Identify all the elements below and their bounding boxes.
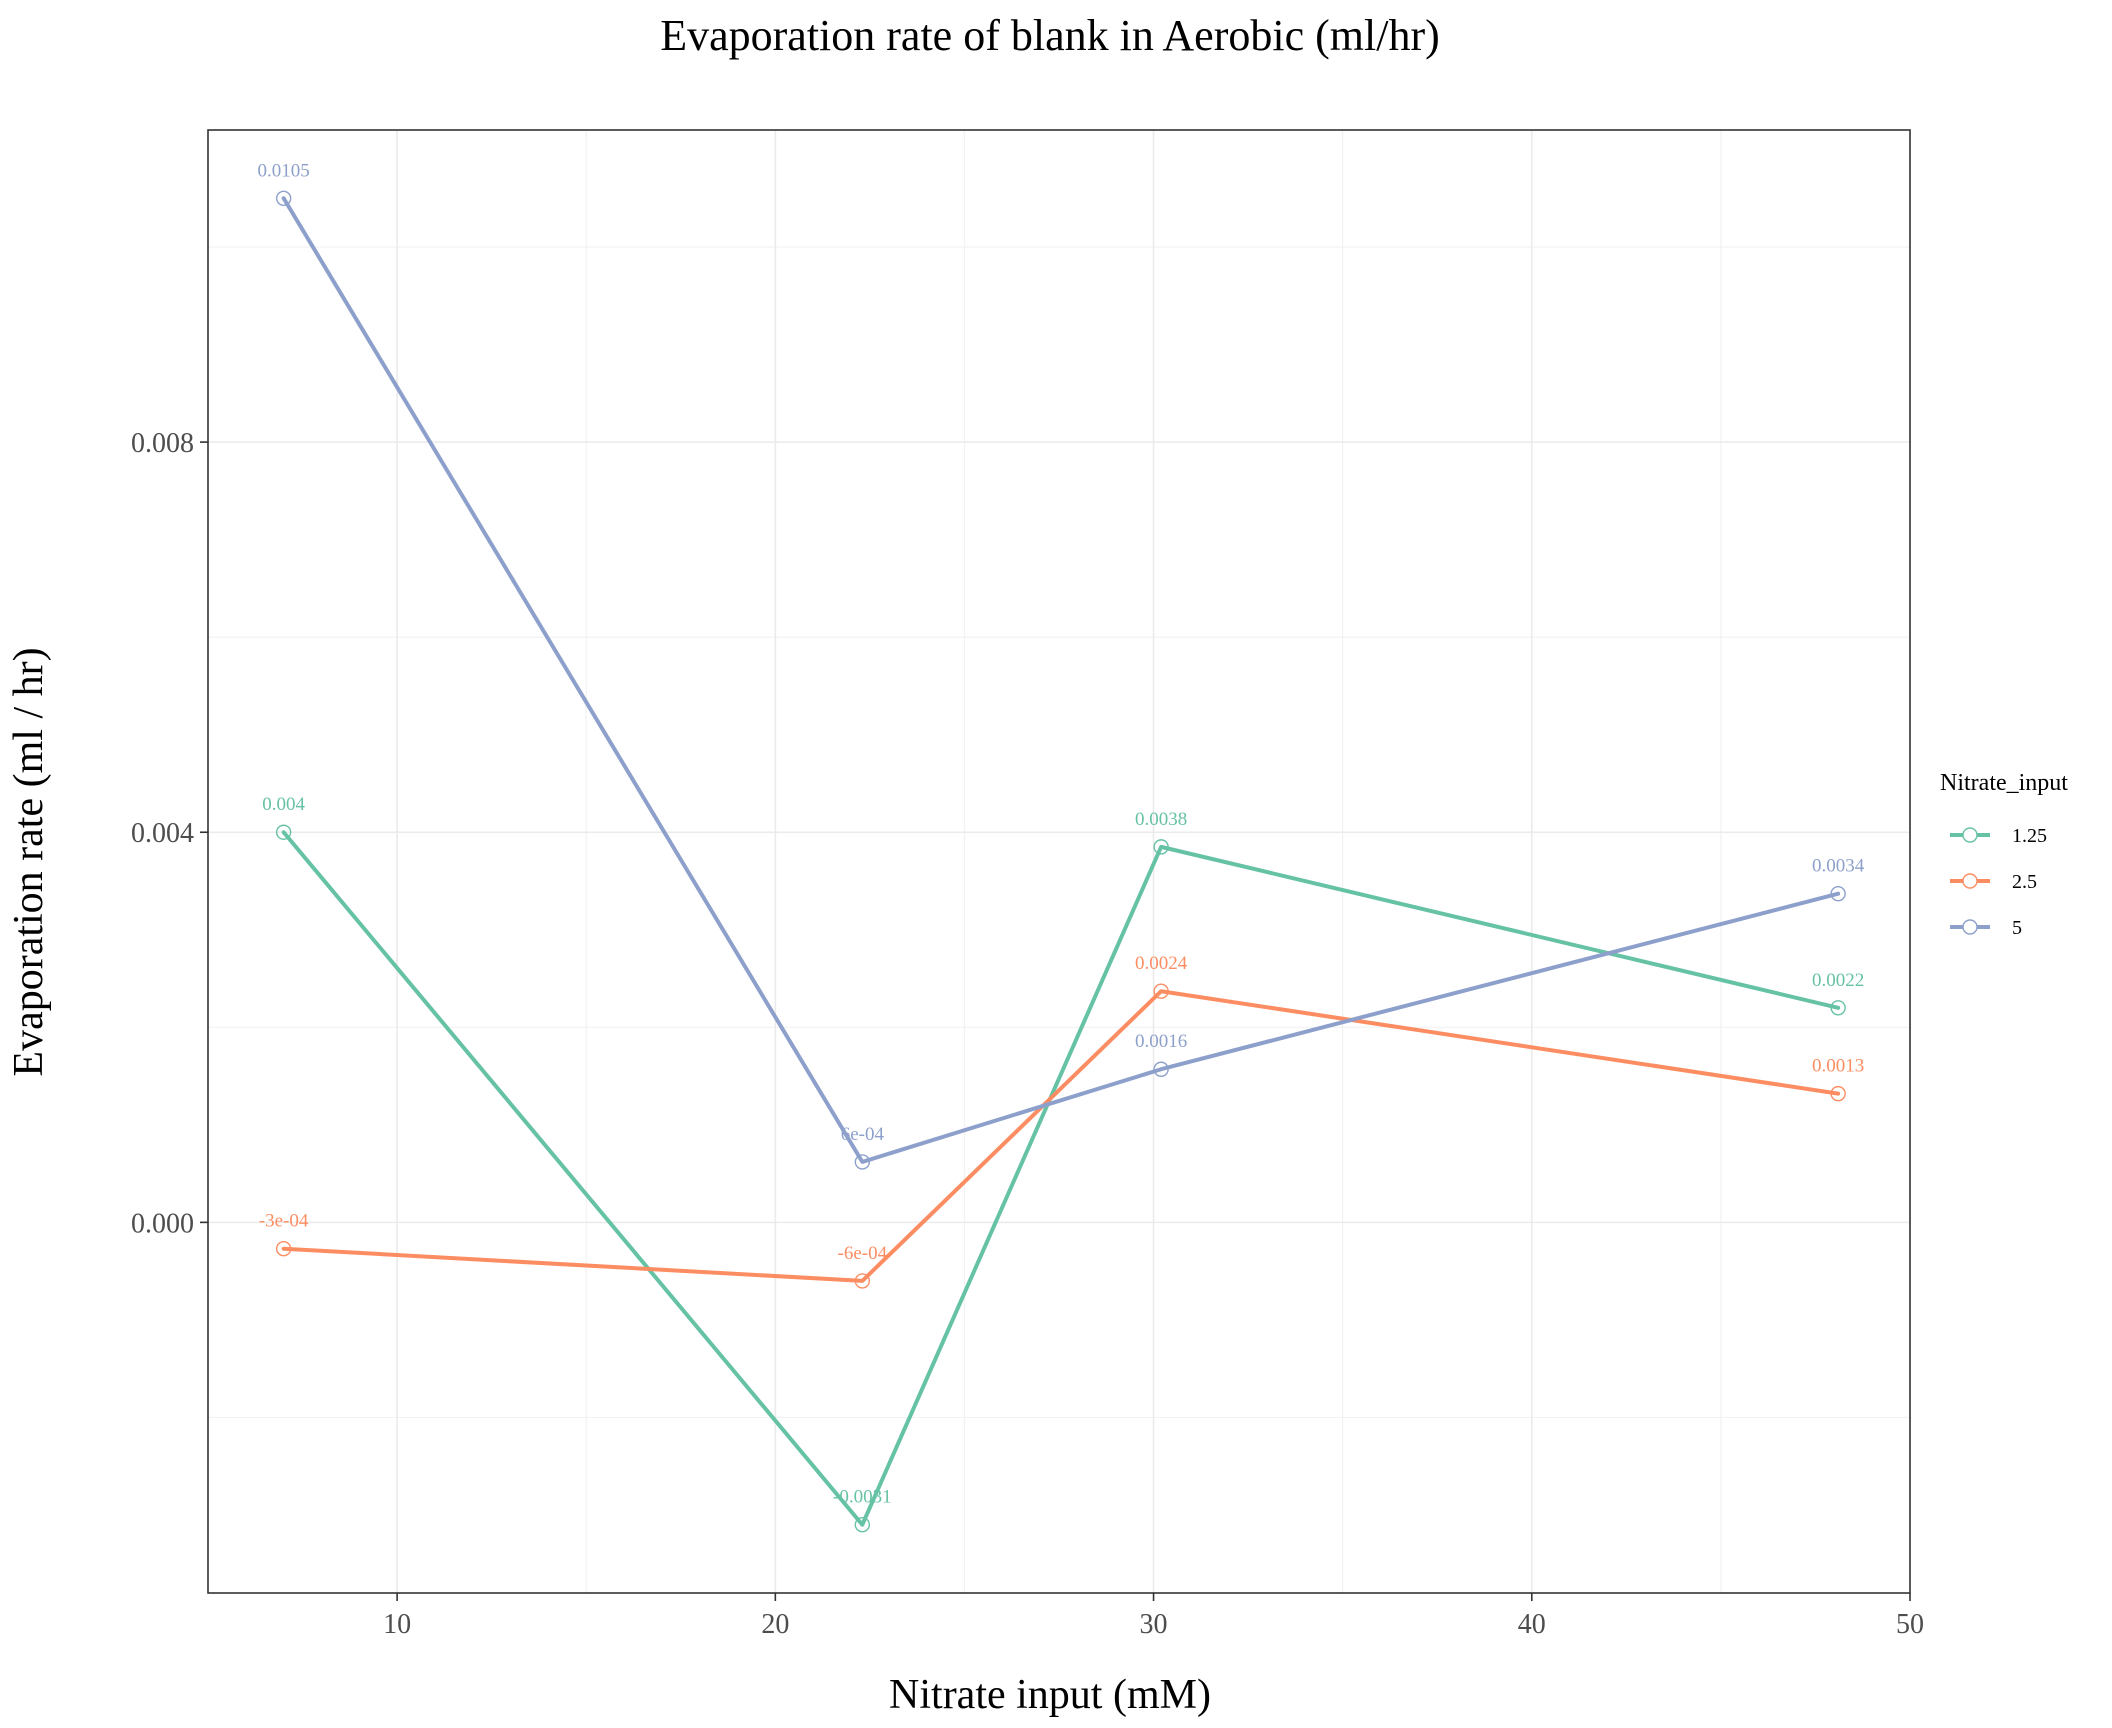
data-label-5: 0.0105 [258, 160, 310, 181]
x-tick-label: 10 [383, 1609, 411, 1640]
y-tick-label: 0.000 [131, 1208, 194, 1239]
data-label-2.5: -6e-04 [838, 1243, 888, 1264]
data-point-2.5 [275, 1241, 292, 1257]
data-label-5: 0.0034 [1812, 856, 1865, 877]
chart-title: Evaporation rate of blank in Aerobic (ml… [660, 11, 1440, 60]
point-labels: 0.004 -0.0031 0.0038 0.0022 -3e-04 -6e-04 0.00… [258, 160, 1865, 1507]
data-label-5: 0.0016 [1135, 1031, 1187, 1052]
legend-label-2.5: 2.5 [2012, 871, 2037, 893]
y-tick-label: 0.004 [131, 818, 194, 849]
x-tick-label: 50 [1896, 1609, 1924, 1640]
data-point-5 [854, 1154, 871, 1170]
data-label-2.5: 0.0024 [1135, 953, 1188, 974]
data-label-1.25: 0.0038 [1135, 809, 1187, 830]
legend-label-5: 5 [2012, 917, 2022, 939]
data-point-2.5 [1153, 983, 1169, 999]
data-point-2.5 [854, 1273, 871, 1289]
minor-gridlines [208, 130, 1910, 1593]
data-point-1.25 [1830, 1000, 1846, 1016]
series-line-5 [281, 196, 1841, 1164]
plot-panel-border [207, 129, 1911, 1594]
y-axis-label: Evaporation rate (ml / hr) [6, 647, 52, 1076]
data-label-1.25: -0.0031 [833, 1487, 892, 1508]
legend-items: 1.25 2.5 5 [1950, 825, 2047, 939]
data-point-5 [275, 190, 292, 206]
data-point-1.25 [1153, 839, 1169, 855]
x-tick-label: 40 [1518, 1609, 1546, 1640]
legend-key-point-5 [1962, 919, 1978, 935]
data-label-1.25: 0.0022 [1812, 970, 1864, 991]
series-points [275, 190, 1846, 1533]
x-tick-label: 20 [761, 1609, 789, 1640]
legend-label-1.25: 1.25 [2012, 825, 2047, 847]
y-axis: 0.000 0.004 0.008 [131, 428, 208, 1239]
x-axis: 10 20 30 40 50 [383, 1593, 1924, 1640]
legend-title: Nitrate_input [1940, 770, 2068, 796]
y-tick-label: 0.008 [131, 428, 194, 459]
data-point-5 [1153, 1061, 1169, 1077]
legend-key-point-2.5 [1962, 873, 1978, 889]
x-axis-label: Nitrate input (mM) [889, 1672, 1211, 1718]
data-point-2.5 [1830, 1085, 1846, 1102]
series-lines [281, 196, 1841, 1527]
data-point-5 [1830, 885, 1846, 902]
legend: Nitrate_input 1.25 2.5 5 [1940, 770, 2068, 939]
x-tick-label: 30 [1140, 1609, 1168, 1640]
legend-key-point-1.25 [1962, 827, 1978, 843]
data-label-1.25: 0.004 [262, 794, 305, 815]
series-line-1.25 [281, 830, 1841, 1527]
data-point-1.25 [854, 1517, 871, 1533]
data-label-2.5: -3e-04 [259, 1211, 309, 1232]
data-label-2.5: 0.0013 [1812, 1056, 1864, 1077]
series-line-2.5 [281, 989, 1841, 1283]
data-point-1.25 [275, 824, 292, 840]
data-label-5: 6e-04 [841, 1124, 885, 1145]
